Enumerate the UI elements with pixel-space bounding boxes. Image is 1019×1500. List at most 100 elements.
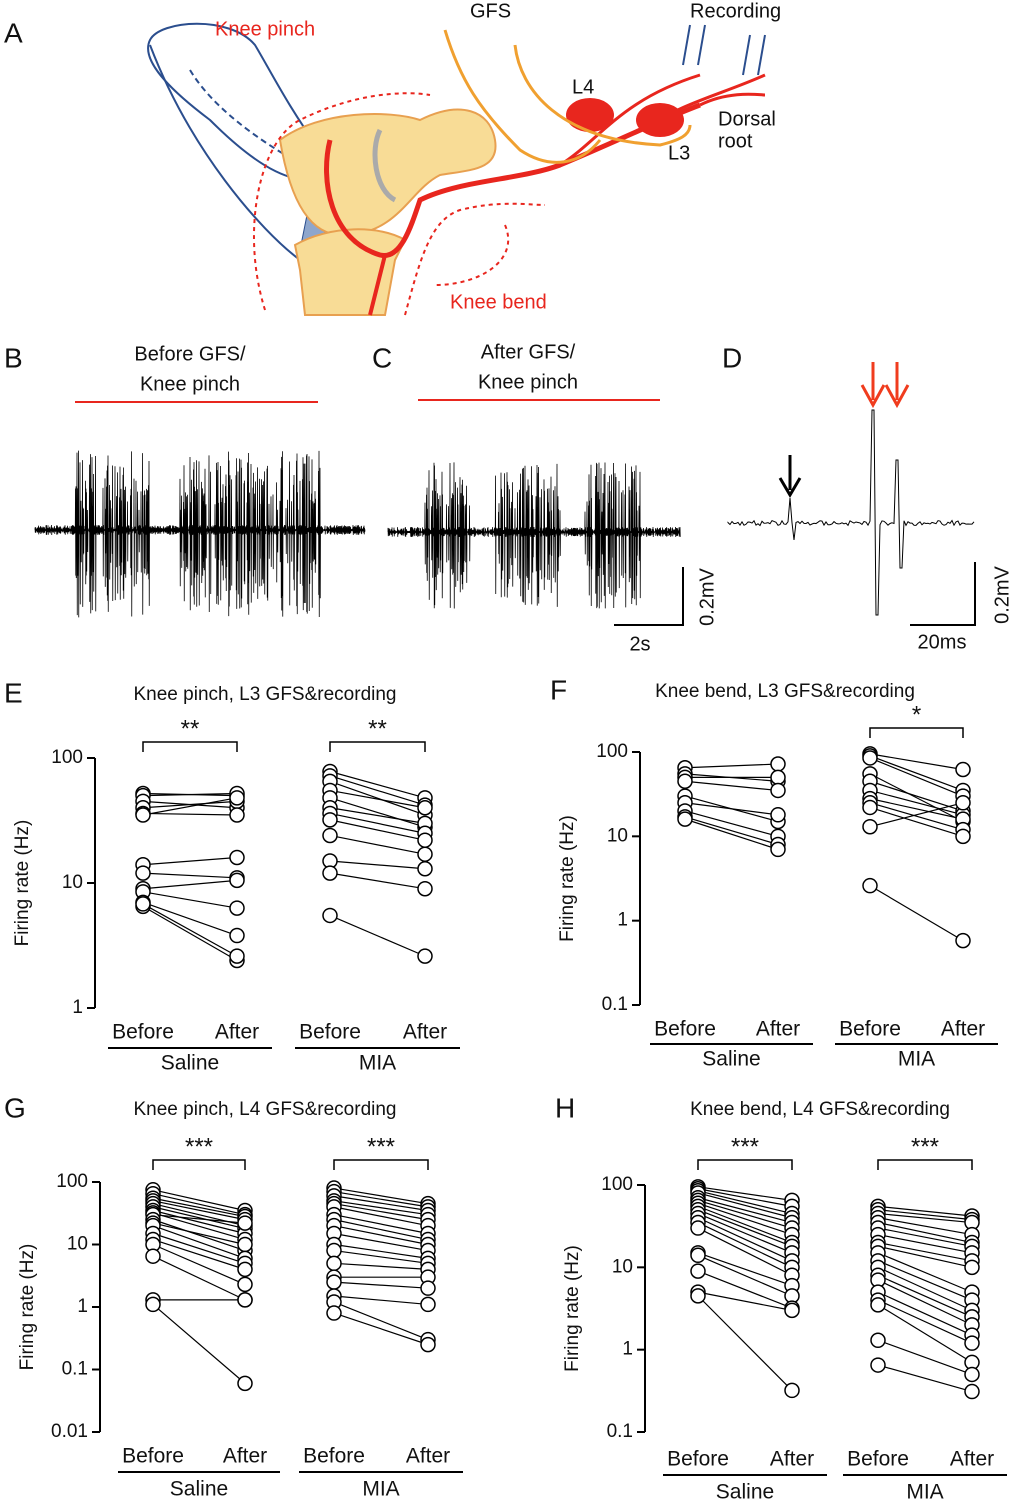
significance: *** [367, 1133, 395, 1160]
pair-line [142, 856, 238, 866]
limb-line [149, 44, 301, 261]
data-point [955, 932, 971, 949]
pair-line [869, 780, 964, 812]
x-tick-label: After [950, 1448, 994, 1471]
pair-line [333, 1195, 429, 1212]
pair-line [142, 905, 238, 961]
label: L4 [572, 76, 594, 98]
pair-line [697, 1221, 793, 1268]
pair-line [869, 773, 964, 823]
data-point [770, 769, 786, 786]
pair-line [152, 1189, 246, 1212]
data-point [964, 1259, 980, 1276]
x-tick-label: After [403, 1021, 447, 1044]
data-point [784, 1302, 800, 1319]
pair-line [877, 1274, 973, 1318]
x-tick-label: Before [112, 1021, 174, 1044]
pair-line [152, 1232, 246, 1264]
x-tick-label: Before [303, 1445, 365, 1468]
data-point [135, 807, 151, 823]
trace [34, 450, 366, 618]
pair-line [877, 1209, 973, 1221]
trace [387, 462, 681, 609]
y-tick-label: 0.1 [602, 994, 628, 1015]
label: root [718, 130, 753, 152]
pair-line [333, 1295, 429, 1306]
data-point [326, 1274, 342, 1290]
data-point [229, 948, 245, 964]
trace-title: Before GFS/ [134, 343, 246, 365]
pair-line [152, 1243, 246, 1285]
pair-line [697, 1192, 793, 1219]
data-point [420, 1280, 436, 1296]
trace-title: After GFS/ [481, 341, 576, 363]
pair-line [142, 903, 238, 957]
significance: ** [181, 715, 200, 742]
knee-diagram [147, 22, 766, 316]
pair-line [329, 780, 426, 816]
pair-line [142, 872, 238, 879]
data-point [964, 1383, 980, 1400]
panel-label: E [4, 677, 23, 708]
pair-line [152, 1197, 246, 1218]
pair-line [697, 1252, 793, 1287]
scale-bar [614, 567, 684, 626]
y-tick-label: 100 [596, 741, 628, 762]
data-point [135, 865, 151, 881]
pair-line [142, 891, 238, 909]
pair-line [697, 1209, 793, 1247]
data-point [417, 948, 433, 964]
bend-outline [404, 202, 546, 316]
y-tick-label: 0.01 [51, 1421, 88, 1442]
pair-line [152, 1193, 246, 1216]
data-point [690, 1220, 706, 1236]
pair-line [869, 885, 964, 942]
y-axis-label: Firing rate (Hz) [12, 820, 33, 947]
y-tick-label: 10 [612, 1256, 633, 1277]
panel-label: G [4, 1092, 26, 1123]
pair-line [329, 872, 426, 890]
x-tick-label: Before [667, 1448, 729, 1471]
data-point [145, 1248, 161, 1264]
significance: *** [911, 1133, 939, 1160]
data-point [770, 807, 786, 823]
trace-title: Knee pinch [140, 373, 240, 395]
pair-line [877, 1291, 973, 1336]
arrow [860, 362, 910, 409]
data-point [417, 832, 433, 848]
pair-line [869, 757, 964, 797]
pair-line [877, 1227, 973, 1247]
pair-line [697, 1197, 793, 1224]
pair-line [697, 1202, 793, 1236]
y-axis-label: Firing rate (Hz) [17, 1244, 38, 1371]
x-tick-label: Before [122, 1445, 184, 1468]
group-label: Saline [161, 1052, 219, 1075]
y-tick-label: 100 [51, 747, 83, 768]
pair-line [142, 797, 238, 816]
pair-line [152, 1206, 246, 1230]
label: Knee pinch [215, 18, 315, 40]
pair-line [697, 1270, 793, 1309]
group-label: Saline [702, 1048, 760, 1071]
data-point [677, 773, 693, 789]
data-point [229, 900, 245, 916]
pair-line [142, 812, 238, 816]
group-label: Saline [170, 1478, 228, 1500]
pair-line [152, 1238, 246, 1270]
pair-line [877, 1221, 973, 1244]
data-point [870, 1357, 886, 1373]
pair-line [152, 1303, 246, 1384]
pair-line [697, 1199, 793, 1229]
significance: *** [185, 1133, 213, 1160]
data-point [322, 827, 338, 844]
y-axis-label: Firing rate (Hz) [562, 1245, 583, 1372]
y-tick-label: 1 [622, 1339, 633, 1360]
data-point [417, 846, 433, 862]
pair-line [684, 810, 779, 837]
pair-line [152, 1212, 246, 1241]
pair-line [152, 1214, 246, 1224]
pair-line [152, 1222, 246, 1246]
data-point [677, 811, 693, 827]
pair-line [877, 1304, 973, 1363]
